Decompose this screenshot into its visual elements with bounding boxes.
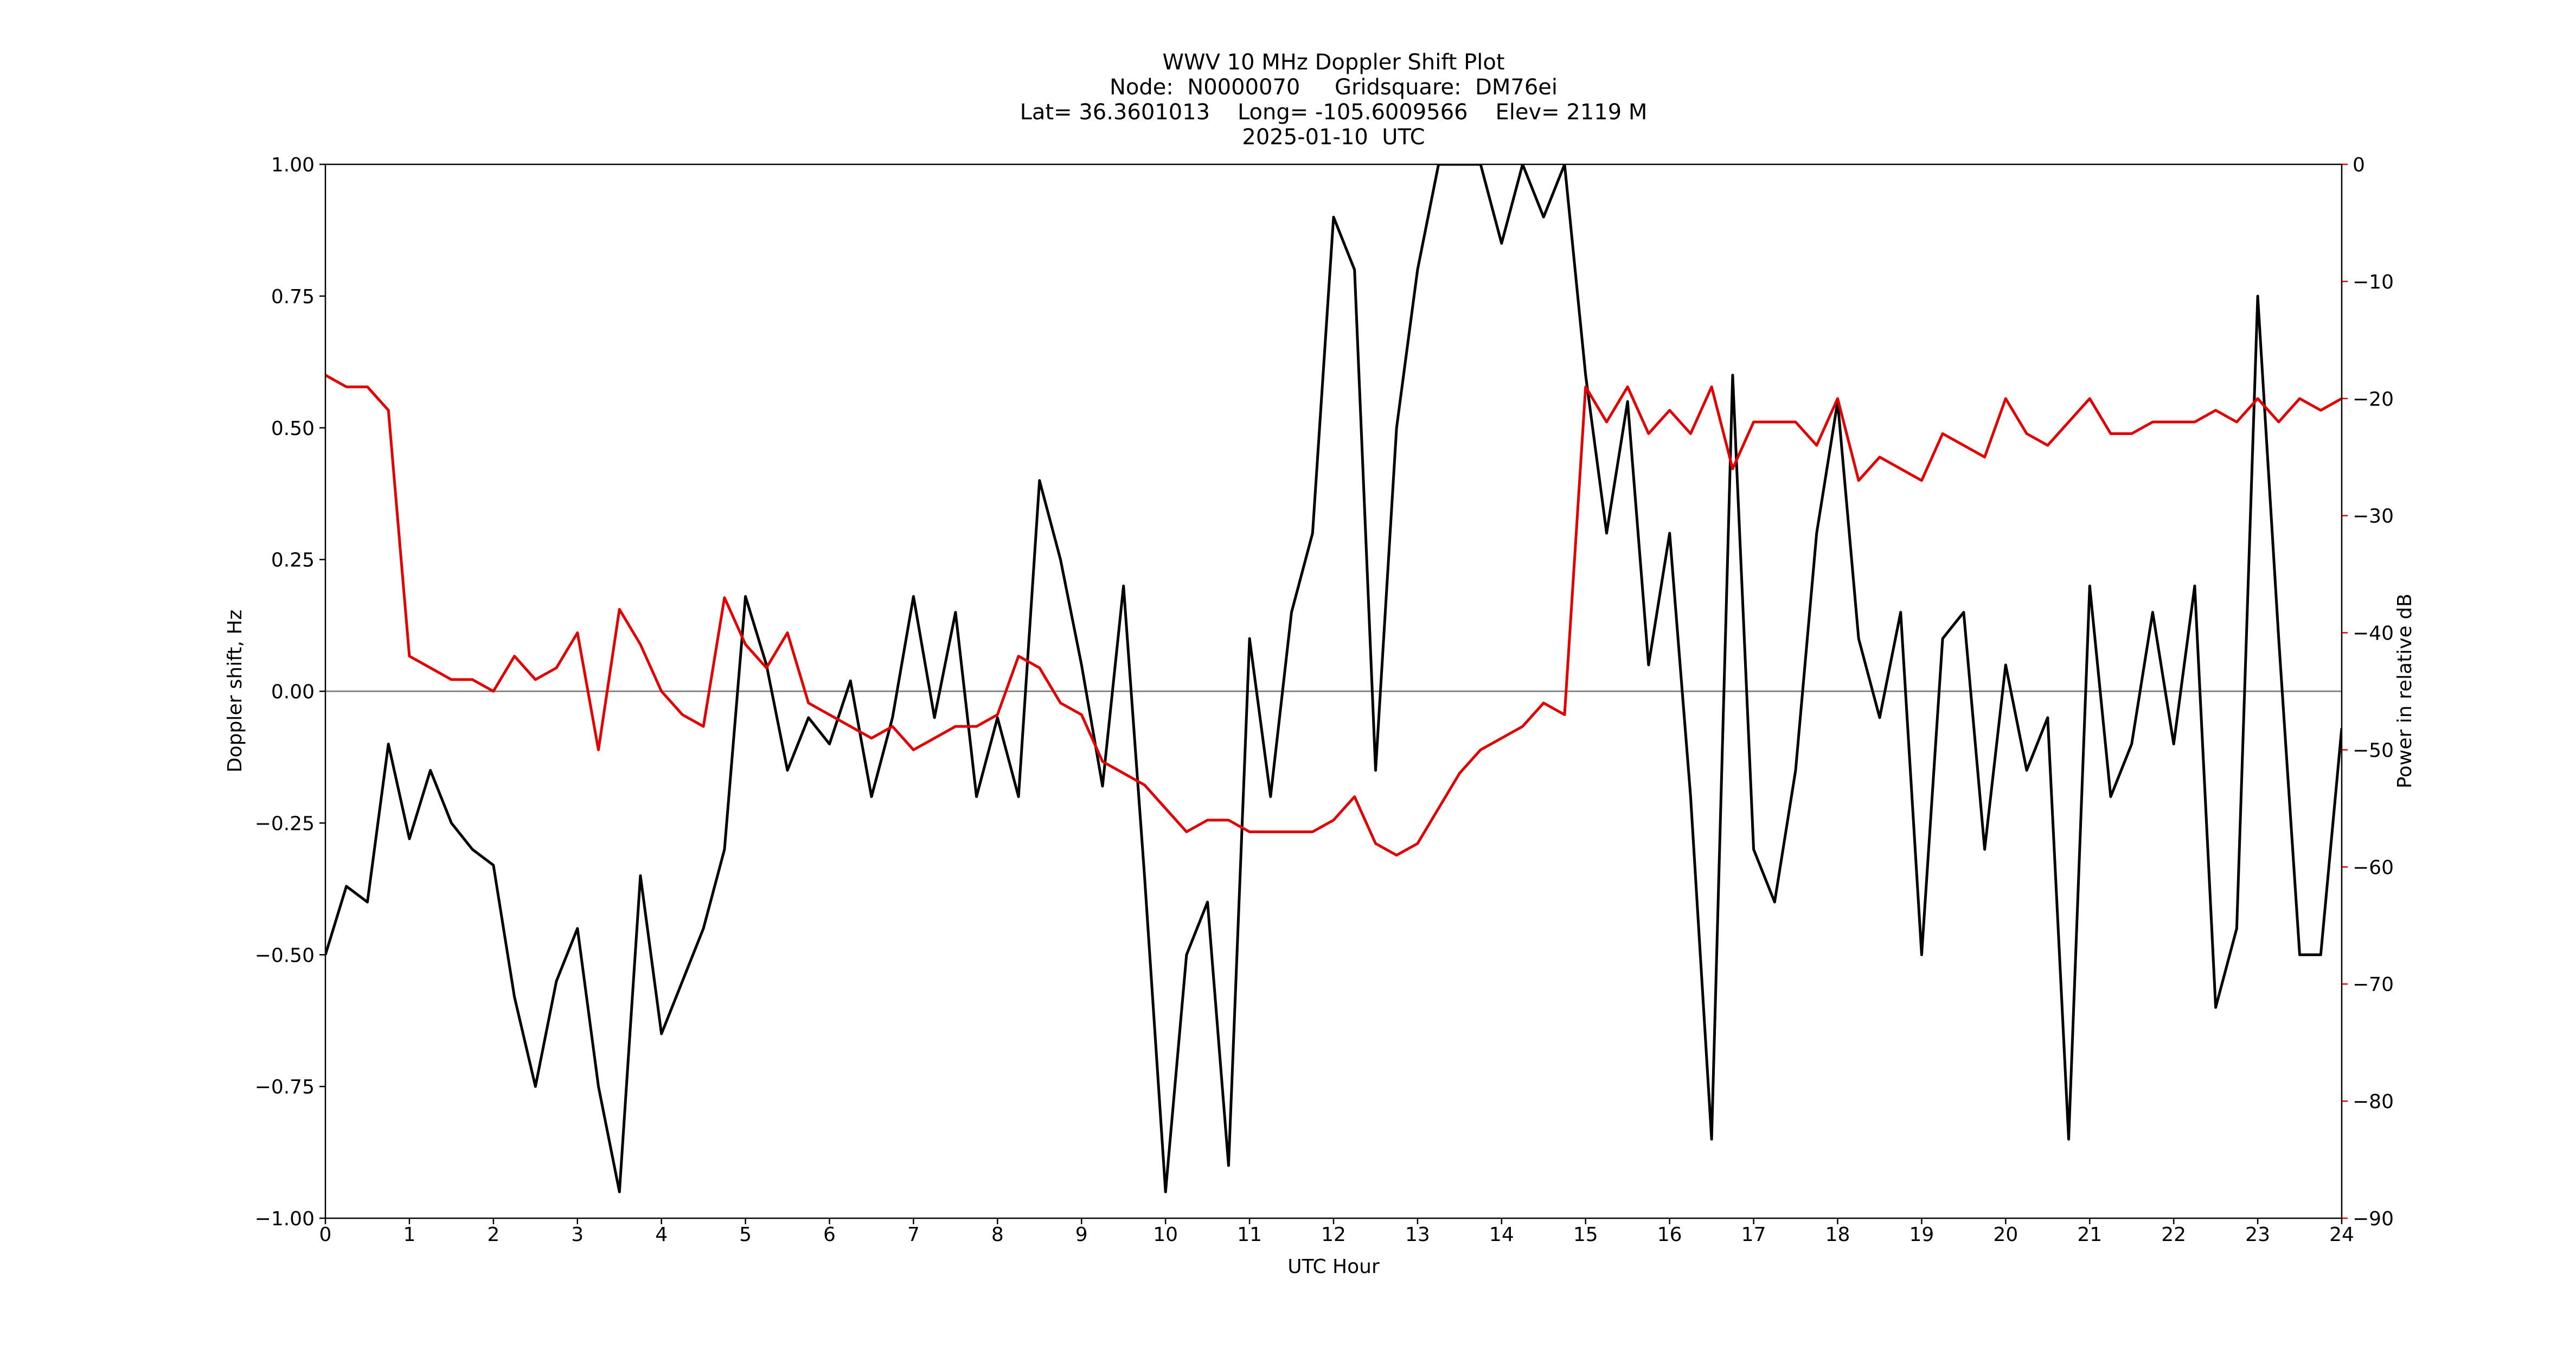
y2-tick-label: −20 <box>2353 388 2394 411</box>
y2-axis-label: Power in relative dB <box>2394 593 2416 788</box>
x-tick-label: 2 <box>487 1224 499 1246</box>
y2-tick-label: −70 <box>2353 974 2394 996</box>
y-tick-label: −0.50 <box>255 944 315 967</box>
x-tick-label: 0 <box>319 1224 332 1246</box>
chart-subtitle: Node: N0000070 Gridsquare: DM76ei <box>1110 75 1558 100</box>
x-tick-label: 12 <box>1321 1224 1346 1246</box>
x-tick-label: 1 <box>403 1224 415 1246</box>
x-axis-label: UTC Hour <box>1287 1256 1380 1278</box>
x-tick-label: 14 <box>1489 1224 1514 1246</box>
x-tick-label: 15 <box>1573 1224 1598 1246</box>
x-tick-label: 20 <box>1993 1224 2018 1246</box>
x-tick-label: 17 <box>1741 1224 1766 1246</box>
x-tick-label: 11 <box>1237 1224 1262 1246</box>
x-tick-label: 23 <box>2245 1224 2270 1246</box>
x-tick-label: 19 <box>1909 1224 1934 1246</box>
x-tick-label: 10 <box>1153 1224 1178 1246</box>
chart-title: WWV 10 MHz Doppler Shift Plot <box>1162 50 1504 75</box>
data-line <box>325 164 2342 1193</box>
y-tick-label: 0.25 <box>271 549 315 572</box>
y-axis-label: Doppler shift, Hz <box>224 610 246 772</box>
data-line <box>325 374 2342 857</box>
x-tick-label: 4 <box>655 1224 668 1246</box>
x-tick-label: 13 <box>1405 1224 1430 1246</box>
y-tick-label: 1.00 <box>271 154 315 176</box>
plot-frame <box>324 163 2343 1219</box>
x-tick-label: 7 <box>907 1224 920 1246</box>
x-tick-label: 8 <box>991 1224 1004 1246</box>
y2-tick-label: −30 <box>2353 506 2394 528</box>
y-tick-label: 0.50 <box>271 418 315 440</box>
y-tick-label: −1.00 <box>255 1208 315 1230</box>
y-tick-label: 0.75 <box>271 286 315 308</box>
y-tick-label: 0.00 <box>271 681 315 703</box>
chart-subtitle: Lat= 36.3601013 Long= -105.6009566 Elev=… <box>1020 100 1648 125</box>
y2-tick-label: −10 <box>2353 271 2394 293</box>
y2-tick-label: −80 <box>2353 1091 2394 1113</box>
x-tick-label: 21 <box>2077 1224 2102 1246</box>
y2-tick-label: −50 <box>2353 739 2394 762</box>
x-tick-label: 24 <box>2329 1224 2354 1246</box>
x-tick-label: 6 <box>823 1224 836 1246</box>
x-tick-label: 18 <box>1825 1224 1850 1246</box>
x-tick-label: 22 <box>2161 1224 2186 1246</box>
x-tick-label: 5 <box>739 1224 752 1246</box>
y2-tick-label: −90 <box>2353 1208 2394 1230</box>
y2-tick-label: −60 <box>2353 856 2394 879</box>
y-tick-label: −0.75 <box>255 1076 315 1098</box>
y2-tick-label: 0 <box>2353 154 2365 176</box>
y-tick-label: −0.25 <box>255 813 315 835</box>
chart-subtitle: 2025-01-10 UTC <box>1242 125 1425 150</box>
x-tick-label: 9 <box>1075 1224 1088 1246</box>
x-tick-label: 16 <box>1657 1224 1682 1246</box>
y2-tick-label: −40 <box>2353 623 2394 645</box>
x-tick-label: 3 <box>571 1224 584 1246</box>
